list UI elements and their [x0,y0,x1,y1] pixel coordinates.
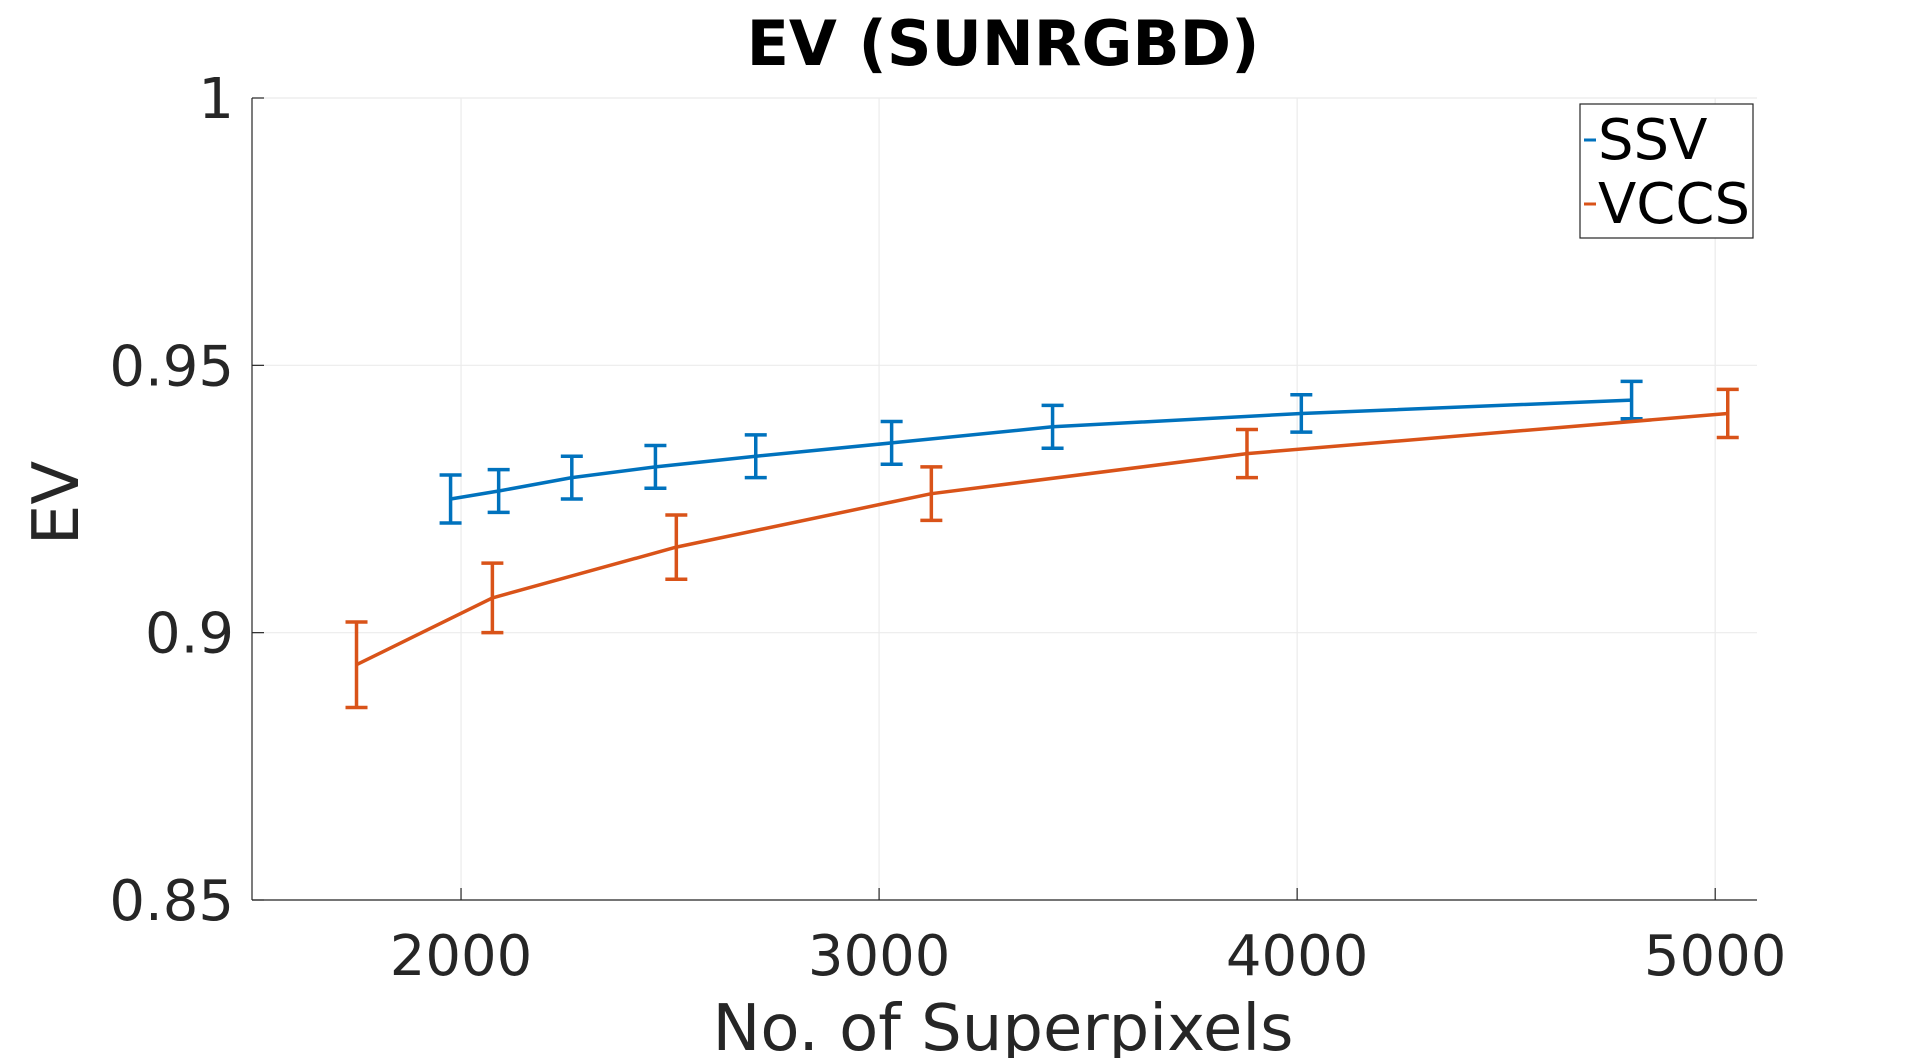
series-layer [345,379,1739,710]
y-tick-label: 1 [198,67,234,132]
error-bar-ssv [644,443,667,491]
legend-label-vccs: VCCS [1598,172,1750,237]
error-bar-vccs [481,561,504,635]
series-line-ssv [450,398,1632,501]
y-axis-ticks: 0.85 0.9 0.95 1 [109,67,264,934]
x-tick-label: 3000 [808,924,951,989]
error-bar-ssv [1041,403,1064,450]
x-tick-label: 5000 [1644,924,1787,989]
x-tick-label: 2000 [390,924,533,989]
series-ssv [439,379,1643,525]
legend-label-ssv: SSV [1598,108,1707,173]
series-vccs [345,387,1739,710]
legend: SSV VCCS [1579,103,1754,239]
y-axis-label: EV [20,461,94,545]
error-bar-vccs [920,465,943,523]
error-bar-ssv [744,433,767,480]
x-axis-label: No. of Superpixels [713,992,1294,1058]
error-bar-ssv [487,467,510,515]
grid-lines [252,97,1757,901]
error-bar-vccs [1235,427,1258,480]
error-bar-ssv [560,454,583,501]
x-tick-label: 4000 [1226,924,1369,989]
error-bar-ssv [1290,392,1313,434]
error-bar-ssv [1620,379,1643,421]
error-bar-ssv [880,419,903,466]
y-tick-label: 0.95 [109,334,234,399]
error-bar-vccs [1716,387,1739,440]
error-bar-vccs [345,620,368,710]
y-tick-label: 0.85 [109,869,234,934]
error-bar-vccs [665,513,688,581]
legend-box [1579,103,1754,239]
error-bar-ssv [439,473,462,525]
x-axis-ticks: 2000 3000 4000 5000 [390,888,1787,989]
y-tick-label: 0.9 [145,602,234,667]
chart-title: EV (SUNRGBD) [747,7,1260,80]
series-line-vccs [355,411,1728,667]
